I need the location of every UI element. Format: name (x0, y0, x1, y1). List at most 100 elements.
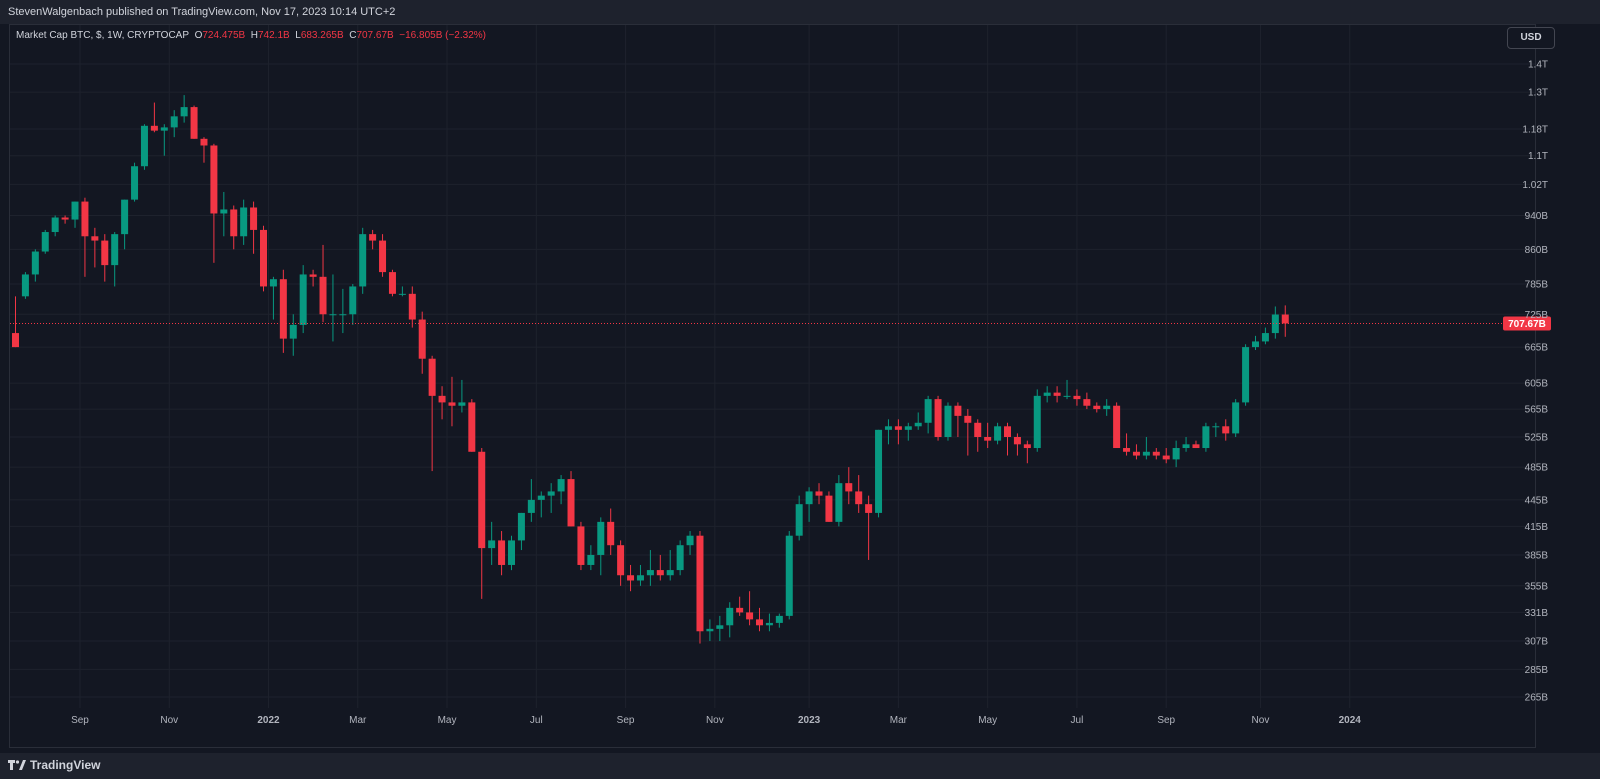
candles-layer (12, 95, 1289, 644)
candle (1063, 379, 1071, 400)
candle-body (498, 540, 506, 565)
candle-body (190, 107, 198, 139)
candle (627, 564, 635, 592)
candle-body (250, 207, 258, 230)
price-tick-label: 1.18T (1522, 125, 1548, 136)
candle (1043, 386, 1051, 403)
candle-body (1142, 451, 1150, 456)
candle-body (140, 125, 148, 167)
candle (736, 596, 744, 616)
candle-body (369, 234, 377, 241)
candle (1152, 448, 1160, 460)
candle (875, 429, 883, 518)
candle (309, 269, 317, 287)
currency-button[interactable]: USD (1507, 27, 1555, 49)
candle-body (934, 399, 942, 438)
last-price-line: 707.67B (10, 316, 1551, 331)
candle (1053, 386, 1061, 403)
candle-body (954, 405, 962, 416)
candle-body (61, 217, 69, 220)
candle-body (1132, 451, 1140, 456)
candle-body (875, 429, 883, 513)
candle-body (944, 405, 952, 438)
candle (91, 227, 99, 268)
time-axis: Sep Nov 2022 Mar May Jul Sep Nov 2023 Mar May Jul Se… (71, 715, 1361, 726)
time-tick-label: 2024 (1339, 715, 1362, 726)
price-tick-label: 415B (1525, 522, 1549, 533)
price-tick-label: 265B (1525, 693, 1549, 704)
candle-body (646, 570, 654, 576)
candle (696, 531, 704, 644)
candle (1103, 399, 1111, 416)
time-tick-label: Jul (1071, 715, 1084, 726)
candle-body (547, 491, 555, 496)
candle (279, 269, 287, 353)
candle-body (617, 545, 625, 576)
candle (111, 232, 119, 287)
candle (765, 613, 773, 632)
candle (994, 422, 1002, 445)
candle (785, 531, 793, 620)
candle (716, 615, 724, 642)
candle-body (398, 293, 406, 295)
candle (974, 419, 982, 452)
candle (508, 535, 515, 571)
candle-body (1271, 314, 1279, 334)
candle-body (51, 217, 59, 233)
candle-body (1192, 444, 1200, 449)
candle-body (1242, 347, 1250, 403)
price-tick-label: 1.4T (1528, 60, 1548, 71)
candle-body (309, 274, 317, 277)
time-tick-label: Mar (890, 715, 908, 726)
time-tick-label: May (978, 715, 997, 726)
candle (646, 550, 654, 586)
candle (557, 475, 565, 505)
candle-body (815, 491, 823, 496)
candle (438, 386, 446, 420)
symbol-name: Market Cap BTC, $, 1W, CRYPTOCAP (16, 30, 190, 41)
candle (795, 495, 803, 541)
candle (170, 110, 178, 138)
candle (1281, 305, 1289, 337)
candle-body (557, 479, 565, 492)
candle-body (359, 234, 367, 287)
candle (1182, 437, 1190, 452)
candle-body (1053, 392, 1061, 396)
candle (1023, 440, 1031, 464)
candle (41, 229, 49, 254)
price-tick-label: 525B (1525, 433, 1549, 444)
candle-body (517, 512, 525, 541)
candle (597, 517, 605, 576)
candle-body (379, 240, 387, 273)
candle (805, 487, 813, 522)
candle-body (101, 240, 109, 266)
candle (954, 402, 962, 438)
time-tick-label: Nov (706, 715, 724, 726)
candle (1033, 389, 1041, 452)
candle (131, 162, 139, 202)
candle (686, 531, 694, 555)
candle (1222, 419, 1230, 441)
published-header: StevenWalgenbach published on TradingVie… (0, 0, 1600, 24)
candle (934, 395, 942, 441)
candle-body (805, 491, 813, 505)
candle-body (269, 279, 277, 287)
candle (140, 124, 148, 170)
candle-body (1013, 437, 1021, 445)
tradingview-brand[interactable]: TradingView (8, 758, 100, 772)
price-tick-label: 445B (1525, 495, 1549, 506)
candle (924, 395, 932, 434)
candle (160, 124, 168, 156)
candle (547, 483, 555, 513)
candle (418, 311, 426, 374)
candle (1202, 422, 1210, 452)
candle-body (121, 199, 129, 235)
candle (656, 554, 664, 581)
candle-body (964, 415, 972, 423)
candle-body (478, 451, 486, 549)
candle-body (1202, 426, 1210, 449)
candle-body (1083, 399, 1091, 406)
candle-body (418, 319, 426, 359)
candle-body (607, 521, 615, 546)
